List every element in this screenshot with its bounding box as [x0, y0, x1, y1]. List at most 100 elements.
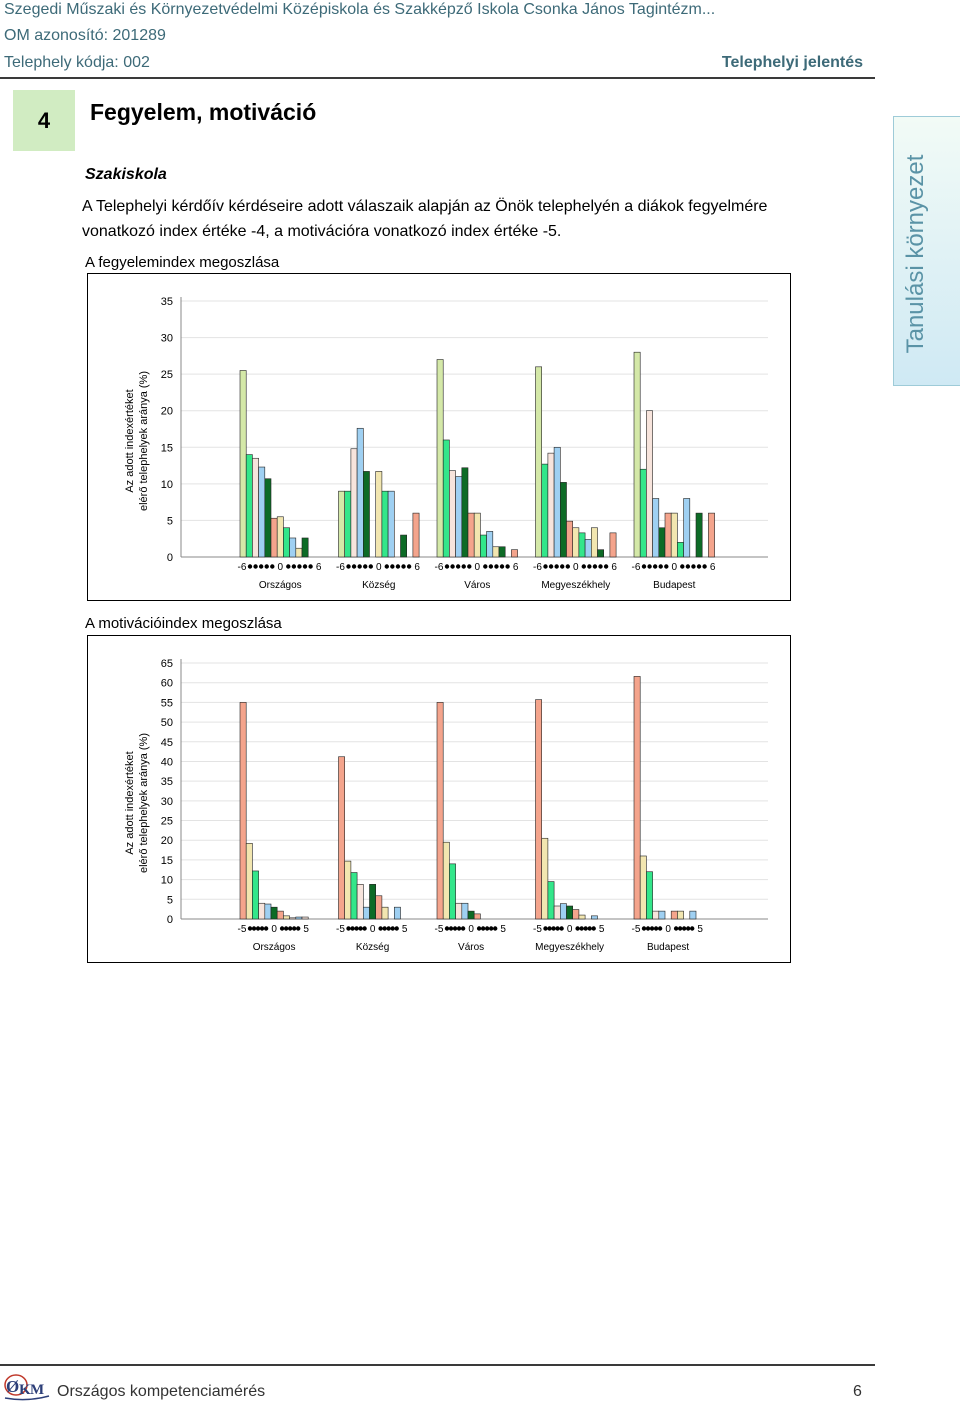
index-dot: [476, 926, 482, 931]
index-dot: [350, 926, 355, 931]
y-tick-label: 20: [161, 835, 173, 847]
bar: [400, 534, 407, 558]
group-label: Országos: [259, 580, 302, 591]
chart1-frame: 0 5 10 15 20 25 30 35 Az adott indexértéket elérő…: [87, 273, 791, 601]
group-label: Város: [464, 580, 490, 591]
bar: [467, 512, 475, 558]
index-dot: [657, 926, 663, 931]
x-tick-label: 6: [513, 562, 519, 573]
index-dot: [499, 564, 505, 569]
index-dot: [287, 926, 293, 931]
bar: [541, 837, 549, 920]
index-dot: [386, 926, 391, 931]
index-dot: [354, 926, 359, 931]
bar: [252, 870, 259, 920]
index-dot: [456, 926, 462, 931]
bar: [338, 490, 345, 558]
index-dot: [641, 564, 647, 569]
index-dot: [291, 564, 297, 569]
x-tick-label: 5: [697, 924, 703, 935]
bar: [633, 676, 641, 920]
bar: [276, 516, 284, 558]
index-dot: [555, 926, 560, 931]
index-dot: [450, 564, 455, 569]
y-tick-label: 5: [167, 894, 173, 906]
index-dot: [583, 926, 588, 931]
index-dot: [444, 564, 450, 569]
group-label: Község: [362, 580, 395, 591]
x-tick-label: -5: [435, 924, 444, 935]
bar: [442, 841, 450, 920]
index-dot: [291, 926, 297, 931]
om-id: OM azonosító: 201289: [4, 27, 166, 44]
x-tick-label: -6: [632, 562, 641, 573]
y-tick-label: 35: [161, 776, 173, 788]
bar: [695, 512, 703, 558]
x-tick-label: 6: [316, 562, 322, 573]
index-dot: [467, 564, 472, 569]
index-dot: [351, 564, 357, 569]
y-tick-label: 50: [161, 717, 173, 729]
section-number: 4: [13, 90, 75, 151]
x-tick-label: 0: [567, 924, 573, 935]
index-dot: [401, 564, 406, 569]
index-dot: [363, 564, 368, 569]
index-dot: [251, 926, 257, 931]
bar: [258, 902, 266, 920]
bar: [670, 910, 678, 920]
index-dot: [390, 564, 395, 569]
index-dot: [581, 564, 586, 569]
bar: [467, 910, 475, 920]
x-tick-label: 0: [271, 924, 277, 935]
index-dot: [681, 926, 687, 931]
x-tick-label: 0: [665, 924, 671, 935]
index-dot: [565, 564, 570, 569]
index-dot: [378, 926, 383, 931]
bar: [597, 549, 604, 558]
bar: [578, 532, 586, 558]
bar: [498, 546, 506, 558]
bar: [375, 895, 383, 920]
bar: [264, 478, 272, 558]
index-dot: [362, 926, 367, 931]
index-dot: [384, 564, 389, 569]
y-tick-label: 10: [161, 479, 173, 491]
index-dot: [547, 926, 552, 931]
bar: [455, 476, 463, 558]
x-tick-label: -5: [533, 924, 542, 935]
index-dot: [247, 926, 253, 931]
index-dot: [649, 926, 655, 931]
y-tick-label: 30: [161, 796, 173, 808]
bar: [652, 498, 660, 558]
bar: [436, 359, 444, 558]
svg-text:M: M: [30, 1382, 44, 1398]
bar: [689, 910, 697, 920]
index-dot: [587, 564, 592, 569]
bar: [473, 913, 481, 920]
bar: [461, 902, 469, 920]
group-label: Megyeszékhely: [535, 942, 604, 953]
index-dot: [480, 926, 486, 931]
school-name: Szegedi Műszaki és Környezetvédelmi Közé…: [4, 1, 716, 18]
y-tick-label: 35: [161, 296, 173, 308]
x-tick-label: 0: [376, 562, 382, 573]
bar: [289, 917, 297, 920]
bar: [436, 702, 444, 920]
bar: [590, 527, 598, 558]
y-tick-label: 25: [161, 369, 173, 381]
index-dot: [680, 564, 685, 569]
index-dot: [673, 926, 679, 931]
x-tick-label: -6: [336, 562, 345, 573]
bar: [566, 520, 573, 558]
bar: [369, 884, 376, 920]
footer-divider: [0, 1364, 875, 1366]
section-title: Fegyelem, motiváció: [90, 99, 317, 125]
y-axis-title-line1: Az adott indexértéket: [124, 389, 136, 492]
index-dot: [406, 564, 412, 569]
bar: [350, 872, 358, 920]
bar: [449, 470, 456, 558]
bar: [547, 881, 555, 920]
page-number: 6: [853, 1383, 862, 1400]
index-dot: [394, 926, 399, 931]
chart2-frame: 0 5 10 15 20 25 30 35 40 45 50 55 60 65 Az adott index…: [87, 635, 791, 963]
